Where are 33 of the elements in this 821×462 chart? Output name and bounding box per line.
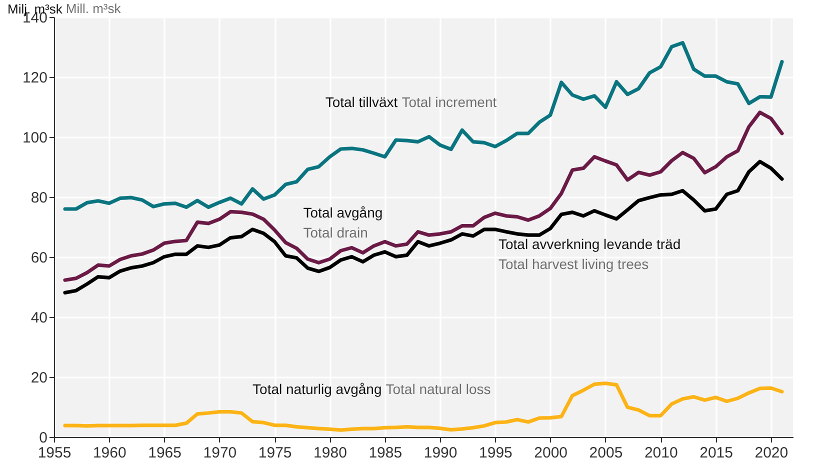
x-tick-label: 1960 <box>92 444 126 462</box>
y-tick-label: 40 <box>30 310 48 326</box>
y-tick-label: 60 <box>30 250 48 266</box>
y-tick-label: 20 <box>30 370 48 386</box>
x-tick-label: 2020 <box>754 444 788 462</box>
line-series <box>63 382 784 432</box>
y-tick-label: 80 <box>30 190 48 206</box>
series-label: Total naturlig avgång <box>252 380 382 397</box>
x-tick-label: 1980 <box>314 444 347 462</box>
line-series <box>63 110 784 282</box>
annotation: Total increment <box>402 94 497 110</box>
series-label: Total avgång <box>303 204 383 220</box>
text: Total tillväxt <box>325 94 398 110</box>
x-tick-label: 1990 <box>424 444 458 462</box>
x-tick-label: 1975 <box>258 444 292 462</box>
x-tick-label: 1955 <box>38 444 72 462</box>
annotation: Total natural loss <box>386 380 491 397</box>
x-tick-label: 2015 <box>700 444 733 462</box>
x-tick-label: 2000 <box>534 444 568 462</box>
annotation: Total drain <box>303 224 368 240</box>
x-tick-label: 1970 <box>203 444 237 462</box>
x-tick-label: 1965 <box>148 444 182 462</box>
y-tick-label: 120 <box>22 70 48 86</box>
text: Mill. m³sk <box>66 1 122 16</box>
x-tick-label: 2010 <box>644 444 678 462</box>
x-tick-label: 1985 <box>368 444 402 462</box>
series-label: Total avverkning levande träd <box>498 236 681 252</box>
y-tick-label: 0 <box>39 430 48 446</box>
line-series <box>63 160 784 294</box>
x-tick-label: 1995 <box>479 444 512 462</box>
y-tick-label: 100 <box>22 130 48 146</box>
x-tick-label: 2005 <box>589 444 623 462</box>
annotation: Total harvest living trees <box>498 256 649 272</box>
